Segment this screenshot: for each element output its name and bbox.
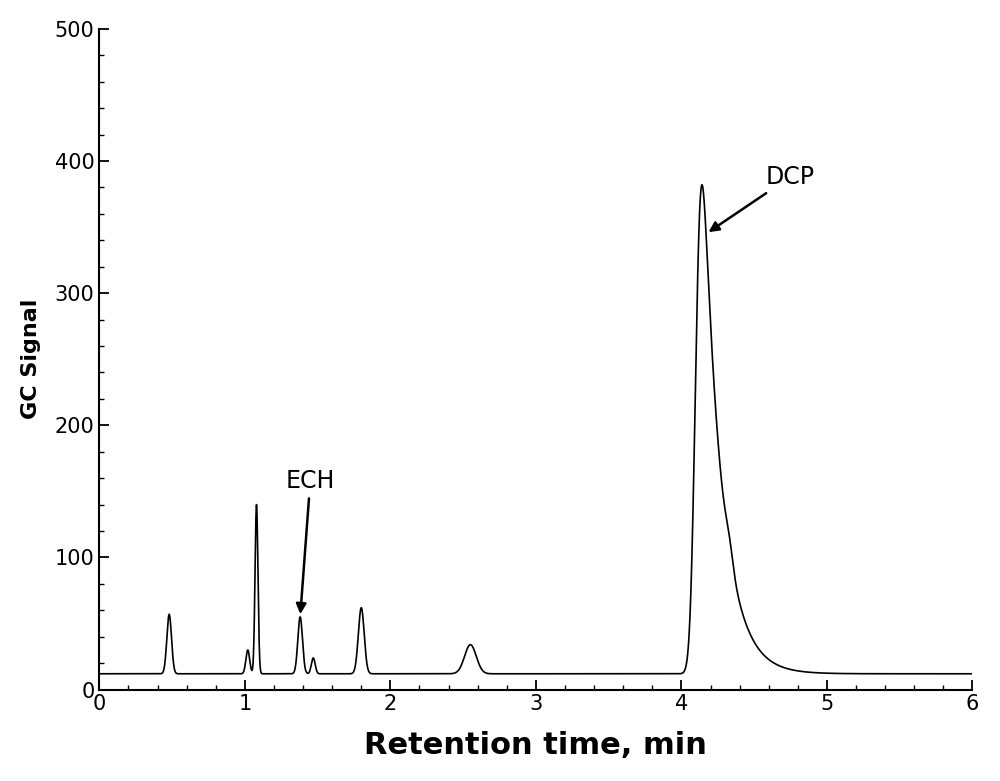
X-axis label: Retention time, min: Retention time, min: [364, 731, 707, 760]
Y-axis label: GC Signal: GC Signal: [21, 299, 41, 419]
Text: DCP: DCP: [711, 165, 815, 230]
Text: ECH: ECH: [286, 469, 335, 612]
